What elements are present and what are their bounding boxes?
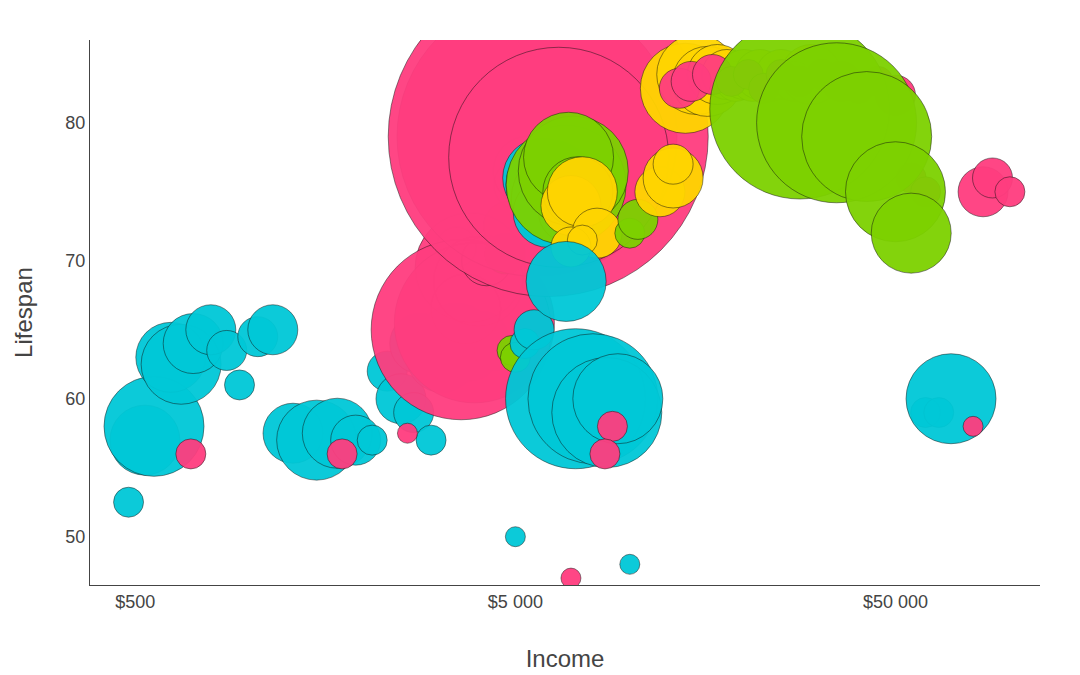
- svg-text:Lifespan: Lifespan: [10, 267, 37, 358]
- svg-text:50: 50: [65, 527, 85, 547]
- svg-text:$5 000: $5 000: [488, 592, 543, 612]
- svg-text:$500: $500: [115, 592, 155, 612]
- svg-text:$50 000: $50 000: [863, 592, 928, 612]
- svg-text:70: 70: [65, 251, 85, 271]
- svg-text:60: 60: [65, 389, 85, 409]
- svg-text:Income: Income: [526, 645, 605, 672]
- svg-text:80: 80: [65, 113, 85, 133]
